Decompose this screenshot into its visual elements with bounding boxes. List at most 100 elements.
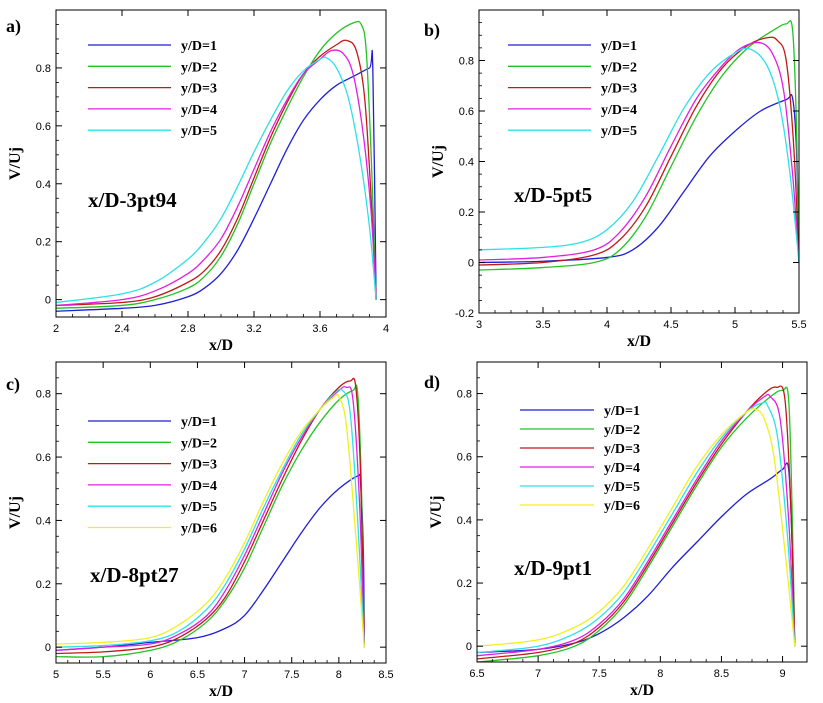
y-tick-label: 0 <box>45 295 51 307</box>
plot-frame <box>476 361 808 663</box>
y-tick-label: 0.2 <box>36 579 51 591</box>
legend-label: y/D=1 <box>181 415 217 430</box>
series-line-1 <box>479 93 799 264</box>
legend-label: y/D=4 <box>604 461 640 476</box>
x-tick-label: 5 <box>53 669 59 681</box>
x-tick-label: 3 <box>476 319 482 331</box>
legend-label: y/D=5 <box>181 124 217 139</box>
series-line-3 <box>56 377 365 655</box>
y-axis-title: V/Uj <box>7 147 24 180</box>
series-line-5 <box>477 401 796 654</box>
x-tick-label: 7 <box>242 669 248 681</box>
legend-label: y/D=4 <box>601 103 637 118</box>
x-tick-label: 5.5 <box>95 669 110 681</box>
series-line-2 <box>56 384 365 658</box>
series-line-5 <box>56 388 365 648</box>
panel-label: d) <box>424 372 440 393</box>
x-axis-title: x/D <box>627 333 651 350</box>
x-tick-label: 4.5 <box>663 319 678 331</box>
series-line-2 <box>479 20 799 271</box>
y-tick-label: 0.6 <box>459 106 474 118</box>
plot-frame <box>55 9 387 318</box>
legend-label: y/D=1 <box>604 404 640 419</box>
x-tick-label: 8.5 <box>714 668 729 680</box>
x-tick-label: 6 <box>147 669 153 681</box>
x-tick-label: 7.5 <box>284 669 299 681</box>
legend-label: y/D=4 <box>181 479 217 494</box>
legend-label: y/D=2 <box>181 60 217 75</box>
series-line-4 <box>477 393 796 657</box>
y-tick-label: 0.8 <box>459 56 474 68</box>
legend-label: y/D=3 <box>601 82 637 97</box>
y-tick-label: -0.2 <box>455 308 474 320</box>
x-tick-label: 7 <box>535 668 541 680</box>
x-tick-label: 2.4 <box>114 323 129 335</box>
series-line-5 <box>479 47 799 263</box>
station-annotation: x/D-9pt1 <box>514 556 592 580</box>
station-annotation: x/D-8pt27 <box>90 563 179 587</box>
legend-label: y/D=3 <box>181 458 217 473</box>
legend-label: y/D=6 <box>604 499 640 514</box>
y-tick-label: 0.8 <box>457 389 472 401</box>
x-tick-label: 7.5 <box>592 668 607 680</box>
legend-label: y/D=3 <box>181 82 217 97</box>
series-line-4 <box>479 41 799 263</box>
plot-frame <box>478 9 800 314</box>
y-tick-label: 0.2 <box>457 578 472 590</box>
x-axis-title: x/D <box>630 682 654 699</box>
chart-panel-4: 6.5 7 7.5 8 8.5 9 0 0.2 0.4 0.6 0.8 x/D V/Uj d) x/D-9p… <box>424 361 808 699</box>
legend-label: y/D=5 <box>601 124 637 139</box>
legend: y/D=1 y/D=2 y/D=3 y/D=4 y/D=5 <box>508 39 637 139</box>
series-group <box>479 20 799 271</box>
legend: y/D=1 y/D=2 y/D=3 y/D=4 y/D=5 <box>88 39 217 139</box>
series-line-4 <box>56 386 365 651</box>
y-tick-label: 0.2 <box>36 237 51 249</box>
series-line-3 <box>479 36 799 266</box>
x-tick-label: 3.2 <box>246 323 261 335</box>
legend-label: y/D=1 <box>181 39 217 54</box>
station-annotation: x/D-5pt5 <box>514 183 592 207</box>
y-tick-label: 0.4 <box>459 157 474 169</box>
legend-label: y/D=1 <box>601 39 637 54</box>
x-tick-label: 9 <box>779 668 785 680</box>
legend-label: y/D=6 <box>181 522 217 537</box>
chart-panel-1: 2 2.4 2.8 3.2 3.6 4 0 0.2 0.4 0.6 0.8 x/D V/Uj a) x/D-… <box>6 9 389 354</box>
chart-panel-2: 3 3.5 4 4.5 5 5.5 -0.2 0 0.2 0.4 0.6 0.8 x/D V/Uj b) x/… <box>424 9 807 350</box>
x-tick-label: 2 <box>53 323 59 335</box>
x-tick-label: 5.5 <box>791 319 806 331</box>
y-tick-label: 0.8 <box>36 63 51 75</box>
x-tick-label: 4 <box>383 323 389 335</box>
y-tick-label: 0.8 <box>36 389 51 401</box>
y-tick-label: 0.4 <box>457 515 472 527</box>
y-tick-label: 0.4 <box>36 179 51 191</box>
panel-label: a) <box>6 16 21 37</box>
series-line-3 <box>56 39 377 307</box>
legend: y/D=1 y/D=2 y/D=3 y/D=4 y/D=5 y/D=6 <box>88 415 217 537</box>
y-axis-title: V/Uj <box>428 496 445 529</box>
x-tick-label: 2.8 <box>180 323 195 335</box>
y-tick-label: 0.4 <box>36 515 51 527</box>
station-annotation: x/D-3pt94 <box>88 188 177 212</box>
series-group <box>56 377 365 658</box>
series-line-3 <box>477 385 796 660</box>
legend-label: y/D=5 <box>604 480 640 495</box>
x-tick-label: 4 <box>604 319 610 331</box>
legend-label: y/D=2 <box>601 60 637 75</box>
series-line-2 <box>56 20 377 309</box>
legend-label: y/D=2 <box>181 436 217 451</box>
x-tick-label: 6.5 <box>190 669 205 681</box>
series-line-6 <box>477 408 796 647</box>
plot-frame <box>55 361 387 664</box>
y-axis-title: V/Uj <box>430 145 447 178</box>
x-tick-label: 3.5 <box>535 319 550 331</box>
x-tick-label: 8 <box>657 668 663 680</box>
legend-label: y/D=4 <box>181 103 217 118</box>
series-group <box>56 20 377 312</box>
x-tick-label: 8.5 <box>378 669 393 681</box>
legend: y/D=1 y/D=2 y/D=3 y/D=4 y/D=5 y/D=6 <box>520 404 640 514</box>
series-line-6 <box>56 393 365 648</box>
series-group <box>477 385 796 662</box>
y-tick-label: 0.2 <box>459 207 474 219</box>
y-tick-label: 0 <box>45 642 51 654</box>
